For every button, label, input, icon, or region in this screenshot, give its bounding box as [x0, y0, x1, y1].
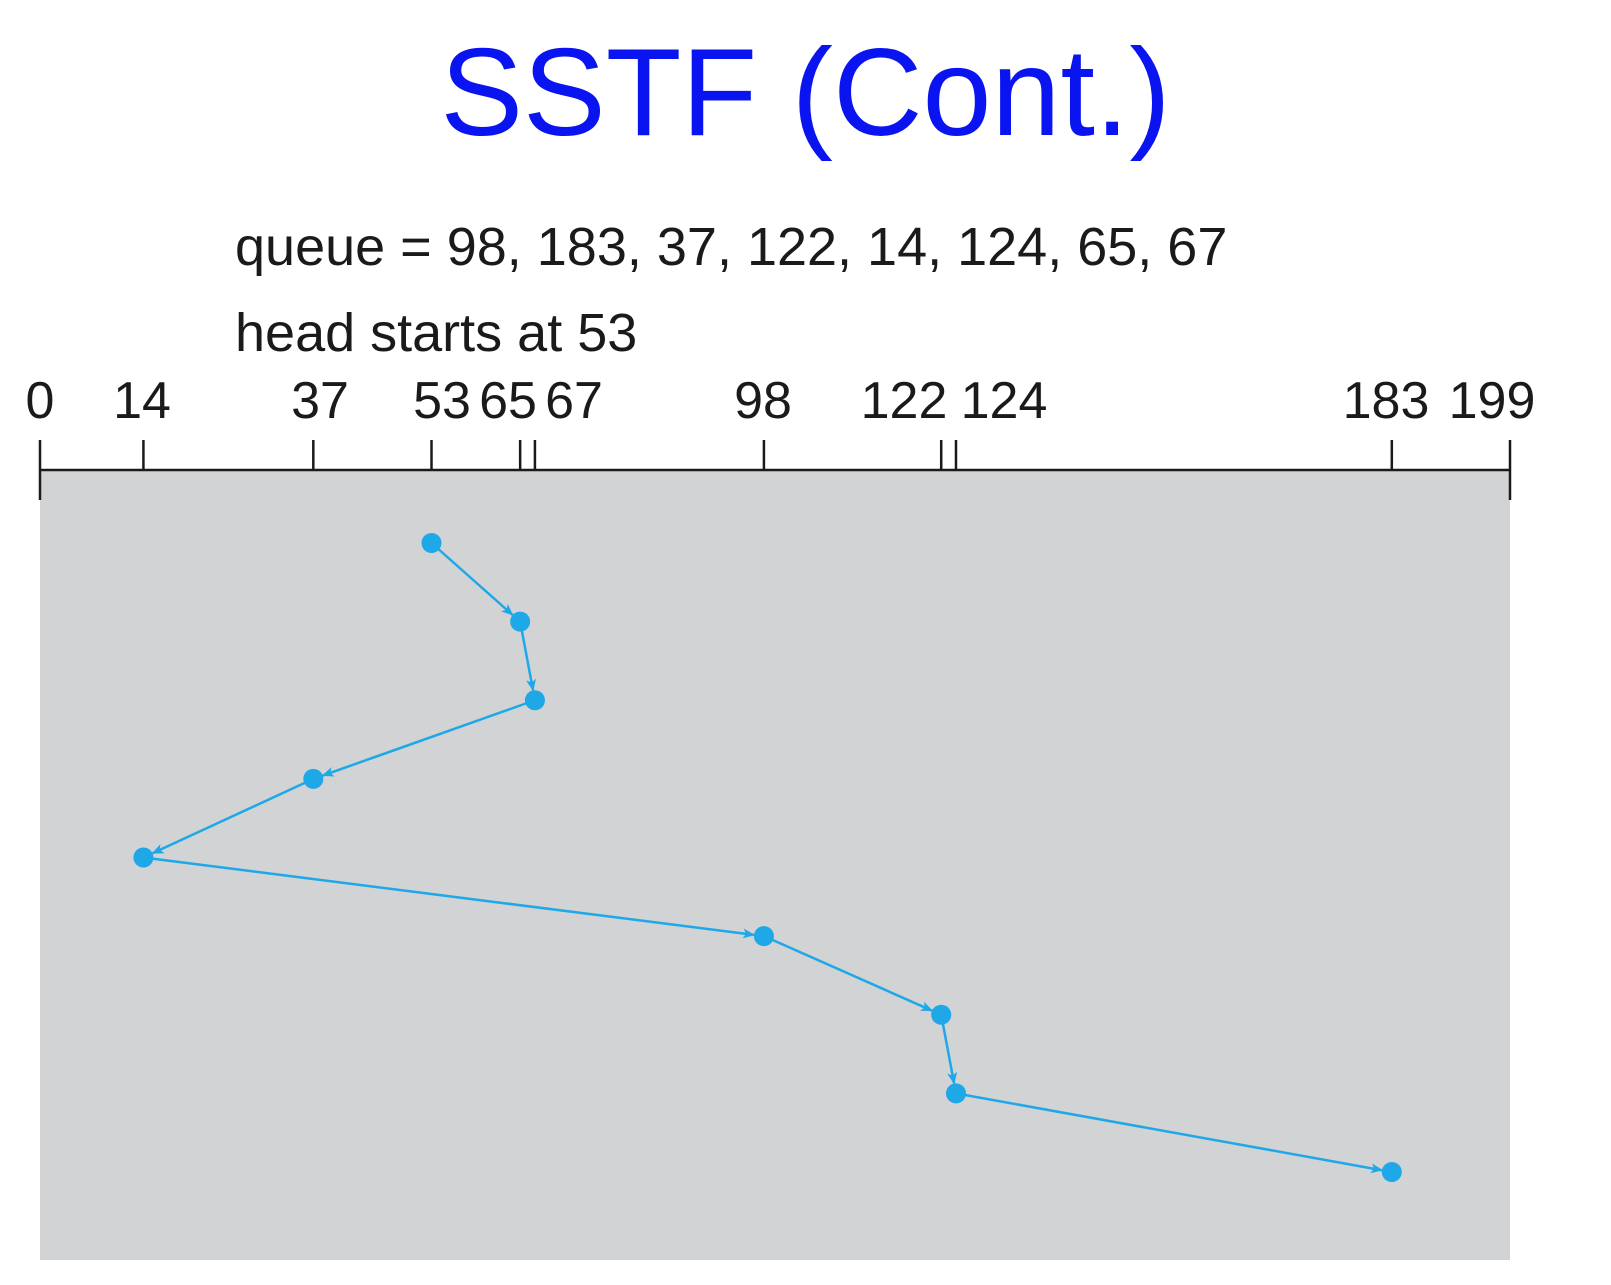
tick-label-183: 183	[1343, 372, 1430, 430]
head-position-183	[1381, 1162, 1402, 1182]
tick-label-14: 14	[113, 372, 171, 430]
tick-label-53: 53	[413, 372, 471, 430]
head-position-53	[421, 533, 442, 553]
head-position-122	[931, 1004, 952, 1025]
move-65-to-67	[518, 621, 536, 692]
queue-description: queue = 98, 183, 37, 122, 14, 124, 65, 6…	[235, 217, 1228, 277]
tick-label-67: 67	[545, 372, 603, 430]
head-position-124	[945, 1083, 966, 1104]
head-position-37	[303, 768, 324, 789]
slide-title: SSTF (Cont.)	[440, 24, 1171, 162]
move-98-to-122	[763, 934, 933, 1012]
tick-label-65: 65	[479, 372, 537, 430]
tick-label-98: 98	[734, 372, 792, 430]
head-position-98	[753, 926, 774, 947]
head-positions	[133, 533, 1402, 1182]
head-position-67	[524, 690, 545, 711]
move-14-to-98	[143, 856, 755, 939]
tick-label-199: 199	[1449, 372, 1536, 430]
tick-label-37: 37	[291, 372, 349, 430]
cylinder-axis	[38, 440, 1512, 500]
tick-label-122: 122	[861, 372, 948, 430]
head-position-14	[133, 847, 154, 868]
diagram-background-panel	[40, 470, 1510, 1260]
tick-label-124: 124	[961, 372, 1048, 430]
head-movement-path	[143, 542, 1383, 1174]
move-37-to-14	[151, 777, 314, 855]
head-position-65	[510, 611, 531, 632]
move-53-to-65	[430, 542, 514, 616]
head-start-description: head starts at 53	[235, 303, 638, 363]
tick-label-0: 0	[26, 372, 55, 430]
move-67-to-37	[321, 699, 536, 777]
move-124-to-183	[955, 1092, 1383, 1174]
cylinder-tick-labels: 0 14 37 53 65 67 98 122 124 183 199	[26, 372, 1536, 430]
move-122-to-124	[939, 1014, 958, 1085]
